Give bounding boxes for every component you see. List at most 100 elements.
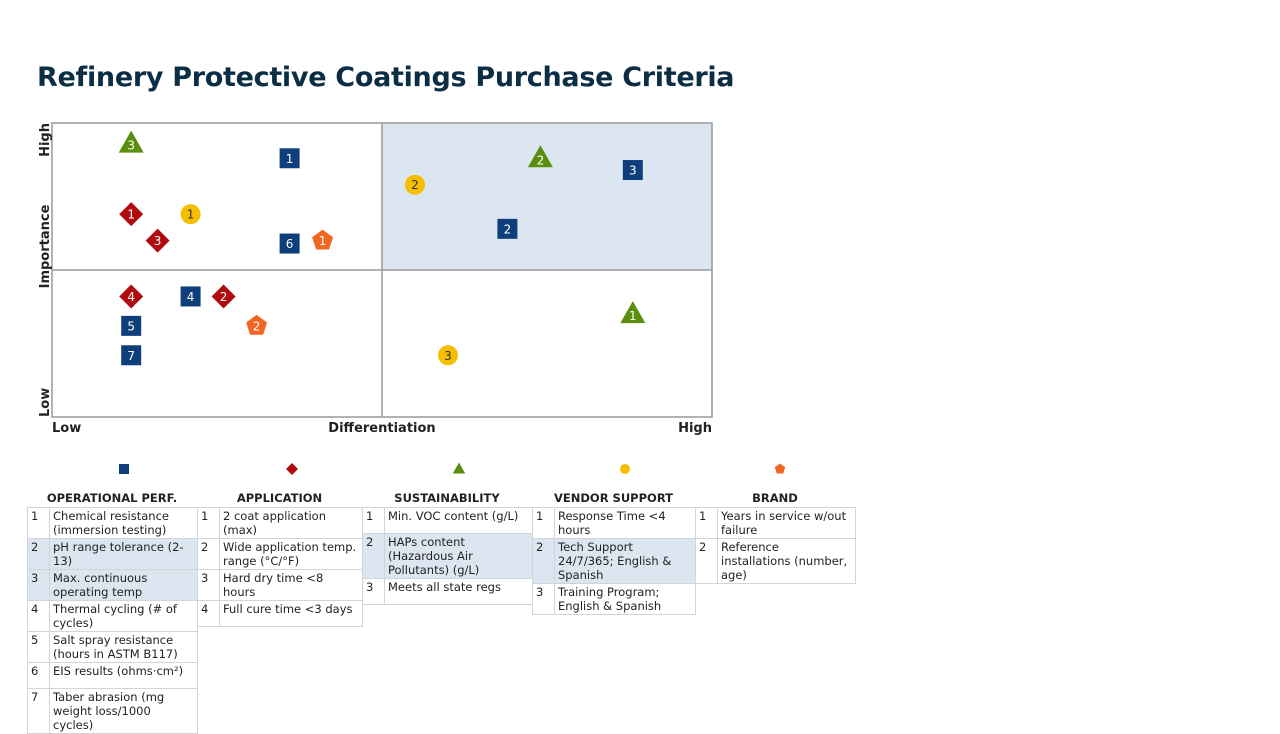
table-row: 7 Taber abrasion (mg weight loss/1000 cyc… bbox=[27, 688, 198, 734]
row-number: 2 bbox=[197, 538, 220, 570]
point-label-operational-perf: 7 bbox=[127, 349, 135, 363]
point-label-operational-perf: 5 bbox=[127, 319, 135, 333]
table-row: 1 Chemical resistance (immersion testing) bbox=[27, 507, 198, 539]
y-tick-high: High bbox=[38, 123, 53, 157]
table-row: 4 Full cure time <3 days bbox=[197, 600, 363, 627]
criterion-text: Wide application temp. range (°C/°F) bbox=[219, 538, 363, 570]
criteria-table: VENDOR SUPPORT 1 Response Time <4 hours 2 Te… bbox=[532, 490, 696, 615]
row-number: 4 bbox=[27, 600, 50, 632]
point-label-sustainability: 3 bbox=[127, 139, 135, 153]
row-number: 1 bbox=[532, 507, 555, 539]
criterion-text: Salt spray resistance (hours in ASTM B11… bbox=[49, 631, 198, 663]
table-row: 3 Training Program; English & Spanish bbox=[532, 583, 696, 615]
point-label-operational-perf: 6 bbox=[286, 237, 294, 251]
point-sustainability-3 bbox=[118, 130, 144, 153]
row-number: 3 bbox=[532, 583, 555, 615]
criterion-text: Response Time <4 hours bbox=[554, 507, 696, 539]
row-number: 1 bbox=[27, 507, 50, 539]
row-number: 2 bbox=[695, 538, 718, 584]
row-number: 2 bbox=[362, 533, 385, 579]
point-label-application: 3 bbox=[154, 234, 162, 248]
row-number: 5 bbox=[27, 631, 50, 663]
legend-marker-application bbox=[286, 463, 298, 475]
point-operational-perf-3 bbox=[622, 160, 643, 181]
point-label-operational-perf: 3 bbox=[629, 164, 637, 178]
table-row: 2 HAPs content (Hazardous Air Pollutants)… bbox=[362, 533, 533, 579]
point-label-vendor-support: 1 bbox=[187, 208, 195, 222]
table-header: BRAND bbox=[752, 491, 798, 505]
table-header: SUSTAINABILITY bbox=[394, 491, 500, 505]
row-number: 1 bbox=[197, 507, 220, 539]
legend-marker-sustainability bbox=[452, 462, 466, 474]
criterion-text: Meets all state regs bbox=[384, 578, 533, 605]
criterion-text: Hard dry time <8 hours bbox=[219, 569, 363, 601]
point-application-1 bbox=[119, 202, 144, 227]
point-label-brand: 2 bbox=[253, 319, 261, 333]
point-label-application: 2 bbox=[220, 290, 228, 304]
point-label-sustainability: 1 bbox=[629, 309, 637, 323]
table-header: APPLICATION bbox=[236, 491, 323, 505]
legend-marker-operational-perf bbox=[119, 464, 129, 474]
point-label-application: 1 bbox=[127, 208, 135, 222]
criterion-text: Reference installations (number, age) bbox=[717, 538, 856, 584]
y-tick-low: Low bbox=[38, 388, 53, 417]
table-row: 1 Min. VOC content (g/L) bbox=[362, 507, 533, 534]
point-label-operational-perf: 4 bbox=[187, 290, 195, 304]
criterion-text: EIS results (ohms·cm²) bbox=[49, 662, 198, 689]
point-label-vendor-support: 2 bbox=[411, 178, 419, 192]
table-header: VENDOR SUPPORT bbox=[554, 491, 673, 505]
table-row: 1 Years in service w/out failure bbox=[695, 507, 856, 539]
criterion-text: HAPs content (Hazardous Air Pollutants) … bbox=[384, 533, 533, 579]
row-number: 1 bbox=[362, 507, 385, 534]
point-operational-perf-6 bbox=[279, 233, 300, 254]
row-number: 7 bbox=[27, 688, 50, 734]
y-axis-label: Importance bbox=[38, 204, 53, 288]
row-number: 3 bbox=[362, 578, 385, 605]
point-label-application: 4 bbox=[127, 290, 135, 304]
page-title: Refinery Protective Coatings Purchase Cr… bbox=[37, 62, 735, 93]
point-operational-perf-1 bbox=[279, 148, 300, 169]
table-row: 4 Thermal cycling (# of cycles) bbox=[27, 600, 198, 632]
x-tick-low: Low bbox=[52, 421, 81, 436]
point-sustainability-2 bbox=[527, 145, 553, 168]
criterion-text: Max. continuous operating temp bbox=[49, 569, 198, 601]
table-row: 3 Meets all state regs bbox=[362, 578, 533, 605]
point-operational-perf-5 bbox=[121, 315, 142, 336]
row-number: 4 bbox=[197, 600, 220, 627]
point-vendor-support-1 bbox=[180, 204, 201, 225]
table-row: 2 Reference installations (number, age) bbox=[695, 538, 856, 584]
criteria-table: OPERATIONAL PERF. 1 Chemical resistance (i… bbox=[27, 490, 198, 734]
criterion-text: Taber abrasion (mg weight loss/1000 cycl… bbox=[49, 688, 198, 734]
point-operational-perf-7 bbox=[121, 345, 142, 366]
point-operational-perf-2 bbox=[497, 218, 518, 239]
point-vendor-support-3 bbox=[438, 345, 458, 366]
point-label-sustainability: 2 bbox=[537, 153, 545, 167]
criteria-table: BRAND 1 Years in service w/out failure 2 Ref… bbox=[695, 490, 856, 584]
table-row: 1 Response Time <4 hours bbox=[532, 507, 696, 539]
row-number: 6 bbox=[27, 662, 50, 689]
row-number: 3 bbox=[27, 569, 50, 601]
legend-marker-vendor-support bbox=[620, 464, 630, 474]
table-row: 2 Tech Support 24/7/365; English & Spanis… bbox=[532, 538, 696, 584]
criterion-text: Thermal cycling (# of cycles) bbox=[49, 600, 198, 632]
criterion-text: pH range tolerance (2-13) bbox=[49, 538, 198, 570]
x-axis-label: Differentiation bbox=[328, 421, 435, 436]
table-row: 6 EIS results (ohms·cm²) bbox=[27, 662, 198, 689]
criterion-text: Years in service w/out failure bbox=[717, 507, 856, 539]
table-row: 2 pH range tolerance (2-13) bbox=[27, 538, 198, 570]
point-label-operational-perf: 1 bbox=[286, 152, 294, 166]
point-application-4 bbox=[119, 284, 144, 309]
criterion-text: Chemical resistance (immersion testing) bbox=[49, 507, 198, 539]
criteria-table: APPLICATION 1 2 coat application (max) 2 Wid… bbox=[197, 490, 363, 627]
row-number: 2 bbox=[27, 538, 50, 570]
table-header: OPERATIONAL PERF. bbox=[46, 491, 178, 505]
point-label-brand: 1 bbox=[319, 234, 327, 248]
point-label-operational-perf: 2 bbox=[504, 222, 512, 236]
table-row: 3 Max. continuous operating temp bbox=[27, 569, 198, 601]
criterion-text: Min. VOC content (g/L) bbox=[384, 507, 533, 534]
point-operational-perf-4 bbox=[180, 286, 201, 307]
criteria-table: SUSTAINABILITY 1 Min. VOC content (g/L) 2 HA… bbox=[362, 490, 533, 605]
point-brand-1 bbox=[312, 229, 334, 250]
table-row: 3 Hard dry time <8 hours bbox=[197, 569, 363, 601]
